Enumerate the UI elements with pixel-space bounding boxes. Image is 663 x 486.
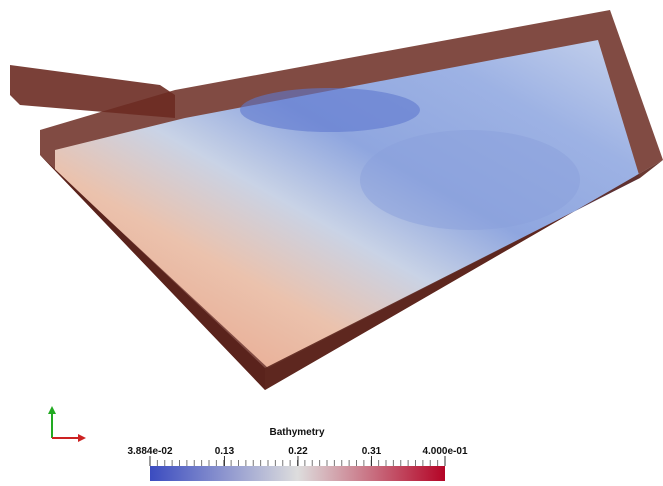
- tick-label: 0.13: [215, 446, 235, 457]
- tick-label: 0.31: [362, 446, 382, 457]
- colorbar-gradient: [150, 466, 445, 481]
- side-wall: [40, 155, 265, 390]
- front-wall: [265, 160, 663, 390]
- y-arrow-head: [48, 406, 56, 414]
- x-arrow-head: [78, 434, 86, 442]
- colorbar-title: Bathymetry: [269, 427, 324, 438]
- deep-region: [360, 130, 580, 230]
- inlet-channel: [10, 65, 175, 118]
- bathymetry-surface: [55, 40, 640, 368]
- tick-label: 0.22: [288, 446, 308, 457]
- colorbar: Bathymetry 3.884e-02 0.13 0.22 0.31 4.000e-0…: [127, 427, 468, 481]
- tick-label: 3.884e-02: [127, 446, 172, 457]
- deep-region: [240, 88, 420, 132]
- axes-triad: [48, 406, 86, 442]
- scene: [10, 10, 663, 390]
- tick-label: 4.000e-01: [422, 446, 467, 457]
